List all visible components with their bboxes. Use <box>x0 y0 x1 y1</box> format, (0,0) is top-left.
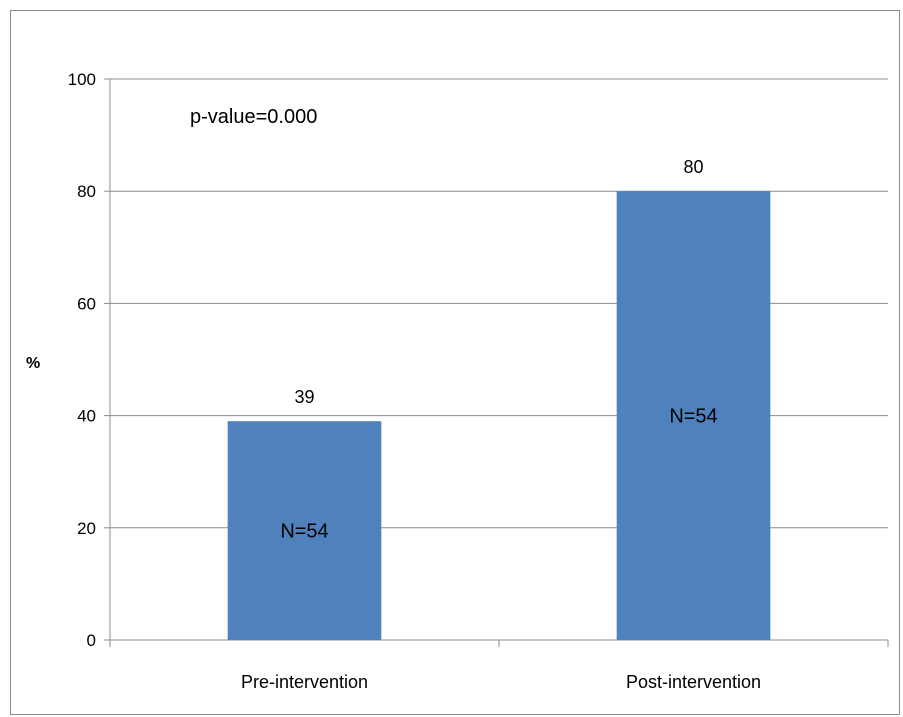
y-tick-label: 100 <box>68 70 96 89</box>
data-label: 39 <box>294 387 314 407</box>
y-axis-label: % <box>26 355 40 372</box>
axes <box>104 78 889 647</box>
bar-inner-label: N=54 <box>280 521 328 543</box>
x-category-label: Pre-intervention <box>241 672 368 692</box>
y-tick-label: 60 <box>77 294 96 313</box>
p-value-annotation: p-value=0.000 <box>190 106 317 128</box>
bar-post-intervention <box>616 191 771 640</box>
y-tick-label: 80 <box>77 182 96 201</box>
y-tick-label: 0 <box>87 631 96 650</box>
y-tick-label: 20 <box>77 519 96 538</box>
bars <box>227 191 771 640</box>
labels: 0 20 40 60 80 100 39 N=54 Pre-intervention 80 N=54… <box>68 70 761 692</box>
bar-inner-label: N=54 <box>669 406 717 428</box>
bar-pre-intervention <box>227 421 382 640</box>
gridlines <box>110 78 888 529</box>
x-category-label: Post-intervention <box>626 672 761 692</box>
y-tick-label: 40 <box>77 407 96 426</box>
data-label: 80 <box>683 157 703 177</box>
